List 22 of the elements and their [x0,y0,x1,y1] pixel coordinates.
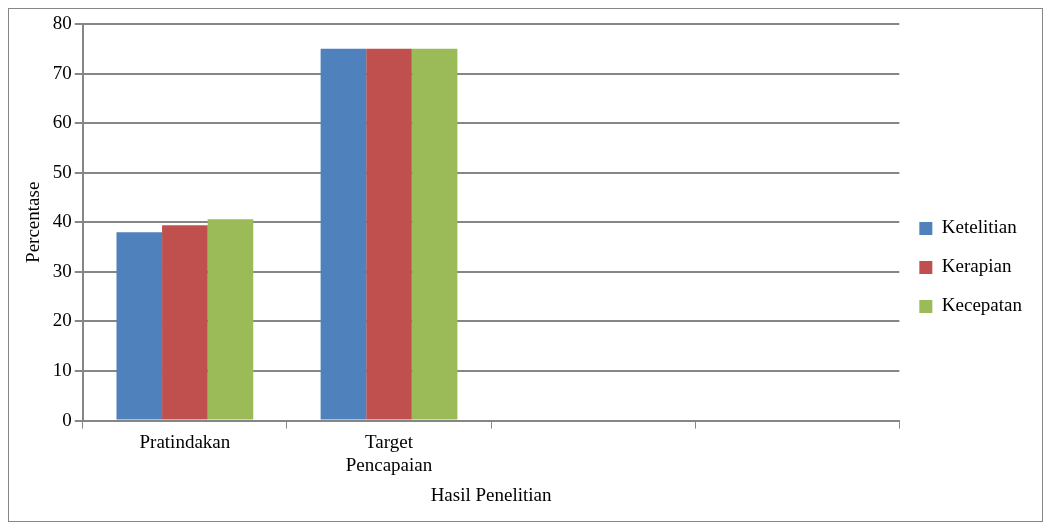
y-tick-label: 80 [52,11,72,33]
x-tick-label: Target Pencapaian [345,430,433,475]
y-tick-label: 30 [52,259,72,281]
legend-label: Kerapian [941,255,1012,277]
y-tick-label: 10 [52,359,72,381]
y-axis-title: Percentase [22,181,44,263]
y-tick-label: 70 [52,61,72,83]
bar [116,232,163,420]
bar [162,225,208,420]
y-tick-label: 20 [52,309,72,331]
x-tick-label: Pratindakan [139,430,231,452]
legend-label: Ketelitian [941,216,1018,238]
y-tick-label: 0 [62,408,72,430]
bar [207,219,254,420]
y-tick-label: 40 [52,210,72,232]
bar [411,48,458,420]
x-axis-title: Hasil Penelitian [430,483,552,505]
bar [366,48,412,420]
y-tick-label: 60 [52,111,72,133]
legend-label: Kecepatan [941,294,1023,316]
bar [320,48,367,420]
y-tick-label: 50 [52,160,72,182]
